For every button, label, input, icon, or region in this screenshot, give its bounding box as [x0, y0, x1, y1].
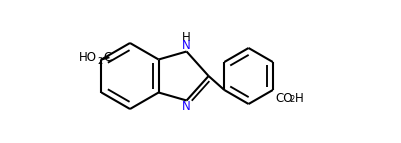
Text: HO: HO: [79, 51, 96, 64]
Text: 2: 2: [97, 57, 103, 66]
Text: C: C: [103, 51, 111, 64]
Text: 2: 2: [290, 95, 295, 104]
Text: H: H: [295, 92, 304, 105]
Text: N: N: [182, 100, 191, 113]
Text: H: H: [182, 31, 191, 44]
Text: CO: CO: [276, 92, 293, 105]
Text: N: N: [182, 39, 191, 52]
